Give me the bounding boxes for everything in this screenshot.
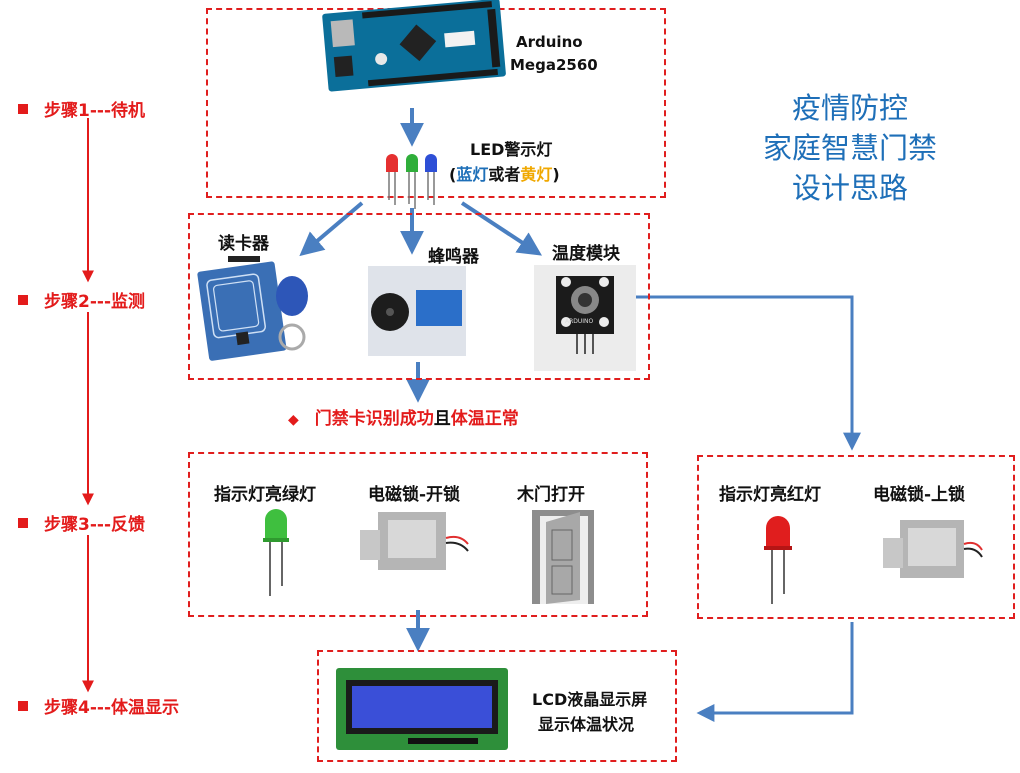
standby-box	[206, 8, 666, 198]
led-label-line2: (蓝灯或者黄灯)	[449, 161, 560, 185]
title-line-3: 设计思路	[791, 171, 908, 205]
title-line-2: 家庭智慧门禁	[762, 131, 937, 165]
led-label-line1: LED警示灯	[470, 140, 553, 159]
red-led-label: 指示灯亮红灯	[719, 485, 821, 505]
led-paren-close: )	[552, 165, 560, 184]
condition-line: ◆ 门禁卡识别成功且体温正常	[288, 404, 519, 429]
step-1-label: 步骤1---待机	[44, 101, 145, 121]
led-yellow-word: 黄灯	[520, 165, 553, 184]
title-line-1: 疫情防控	[791, 91, 908, 125]
arduino-name-line2: Mega2560	[510, 56, 598, 74]
step-4-label: 步骤4---体温显示	[44, 698, 179, 718]
condition-part-1: 门禁卡识别成功	[314, 409, 434, 429]
green-led-label: 指示灯亮绿灯	[214, 485, 316, 505]
arduino-name-line1: Arduino	[516, 33, 583, 51]
step-4: 步骤4---体温显示	[18, 693, 179, 718]
lcd-box	[317, 650, 677, 762]
step-2-label: 步骤2---监测	[44, 292, 145, 312]
led-mid-word: 或者	[488, 165, 521, 184]
arrow-led-to-temp	[460, 201, 543, 256]
diagram-title: 疫情防控 家庭智慧门禁 设计思路	[720, 88, 980, 208]
step-2: 步骤2---监测	[18, 287, 145, 312]
temp-module-silkscreen: ARDUINO	[565, 318, 594, 325]
step-3: 步骤3---反馈	[18, 510, 145, 535]
condition-part-2: 且	[433, 409, 451, 429]
step-bullet-icon	[18, 104, 28, 114]
arrow-bad-to-lcd	[696, 622, 854, 722]
lock-open-label: 电磁锁-开锁	[368, 485, 461, 505]
buzzer-label: 蜂鸣器	[428, 247, 479, 267]
led-paren-open: (	[449, 165, 457, 184]
lock-close-label: 电磁锁-上锁	[873, 485, 966, 505]
step-bullet-icon	[18, 701, 28, 711]
diamond-bullet-icon: ◆	[288, 412, 299, 428]
lcd-label-line1: LCD液晶显示屏	[532, 690, 648, 709]
condition-part-3: 体温正常	[450, 409, 519, 429]
step-bullet-icon	[18, 295, 28, 305]
monitor-box	[188, 213, 650, 380]
door-open-label: 木门打开	[517, 485, 585, 505]
arrow-temp-to-bad	[633, 295, 861, 451]
temp-module-label: 温度模块	[552, 244, 620, 264]
step-1: 步骤1---待机	[18, 96, 145, 121]
feedback-ok-box	[188, 452, 648, 617]
led-blue-word: 蓝灯	[456, 165, 489, 184]
card-reader-label: 读卡器	[218, 234, 269, 254]
lcd-label-line2: 显示体温状况	[538, 715, 635, 734]
feedback-bad-box	[697, 455, 1015, 619]
arrow-led-to-reader	[299, 201, 364, 257]
step-bullet-icon	[18, 518, 28, 528]
step-3-label: 步骤3---反馈	[44, 515, 145, 535]
